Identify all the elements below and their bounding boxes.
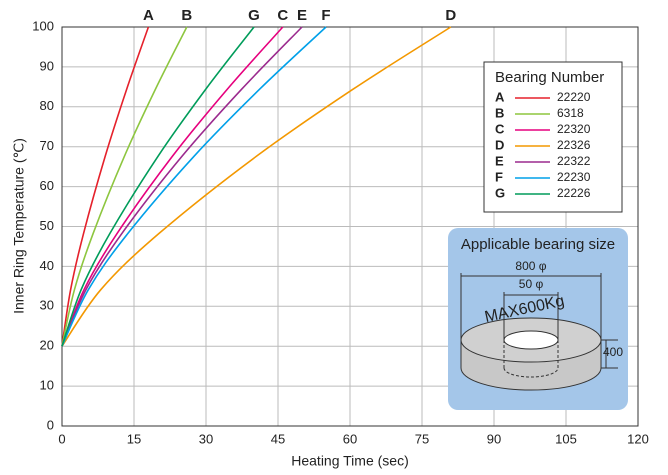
- x-tick-label: 45: [271, 431, 285, 446]
- legend-box: [483, 61, 623, 213]
- y-tick-label: 40: [40, 258, 54, 273]
- x-tick-label: 75: [415, 431, 429, 446]
- y-tick-label: 30: [40, 298, 54, 313]
- legend-label: 6318: [557, 106, 584, 120]
- x-tick-label: 30: [199, 431, 213, 446]
- series-line: [61, 26, 452, 347]
- legend-letter: B: [495, 105, 504, 120]
- legend-label: 22220: [557, 90, 591, 104]
- legend-letter: F: [495, 169, 503, 184]
- x-tick-label: 120: [627, 431, 649, 446]
- series-end-label: B: [181, 7, 192, 24]
- dimension-lines: [460, 273, 618, 369]
- series-end-label: G: [248, 7, 260, 24]
- series-end-label: A: [143, 7, 154, 24]
- series-end-label: E: [297, 7, 307, 24]
- series-end-label: D: [445, 7, 456, 24]
- y-tick-label: 70: [40, 138, 54, 153]
- y-tick-label: 80: [40, 98, 54, 113]
- y-axis-label: Inner Ring Temperature (℃): [11, 138, 27, 314]
- legend-label: 22226: [557, 186, 591, 200]
- y-tick-label: 60: [40, 178, 54, 193]
- legend-label: 22322: [557, 154, 591, 168]
- inner-diameter: 50 φ: [519, 277, 544, 291]
- x-tick-label: 0: [58, 431, 65, 446]
- legend-letter: E: [495, 153, 504, 168]
- x-tick-label: 15: [127, 431, 141, 446]
- bore: [503, 330, 559, 350]
- y-tick-label: 100: [32, 18, 54, 33]
- inset: Applicable bearing size 800 φ 50 φ MAX60…: [448, 228, 628, 410]
- y-tick-label: 10: [40, 378, 54, 393]
- inset-title: Applicable bearing size: [461, 236, 615, 253]
- series-line: [61, 26, 284, 347]
- series-line: [61, 26, 303, 347]
- x-tick-label: 60: [343, 431, 357, 446]
- outer-diameter: 800 φ: [515, 259, 546, 273]
- y-tick-label: 20: [40, 338, 54, 353]
- x-tick-label: 105: [555, 431, 577, 446]
- height-label: 400: [603, 345, 623, 359]
- series-line: [61, 26, 327, 347]
- legend-letter: G: [495, 185, 505, 200]
- plot-frame: [61, 26, 639, 427]
- x-tick-label: 90: [487, 431, 501, 446]
- series-end-label: F: [321, 7, 330, 24]
- series-end-label: C: [277, 7, 288, 24]
- y-tick-label: 50: [40, 218, 54, 233]
- legend-letter: D: [495, 137, 504, 152]
- x-axis-label: Heating Time (sec): [291, 453, 408, 469]
- legend-letter: A: [495, 89, 505, 104]
- legend-letter: C: [495, 121, 505, 136]
- legend-title: Bearing Number: [495, 69, 604, 86]
- legend-label: 22326: [557, 138, 591, 152]
- y-tick-label: 0: [47, 417, 54, 432]
- series-line: [61, 26, 255, 347]
- legend-label: 22230: [557, 170, 591, 184]
- bore-bottom: [503, 367, 559, 378]
- series-line: [61, 26, 150, 347]
- y-tick-label: 90: [40, 58, 54, 73]
- series-line: [61, 26, 188, 347]
- legend-label: 22320: [557, 122, 591, 136]
